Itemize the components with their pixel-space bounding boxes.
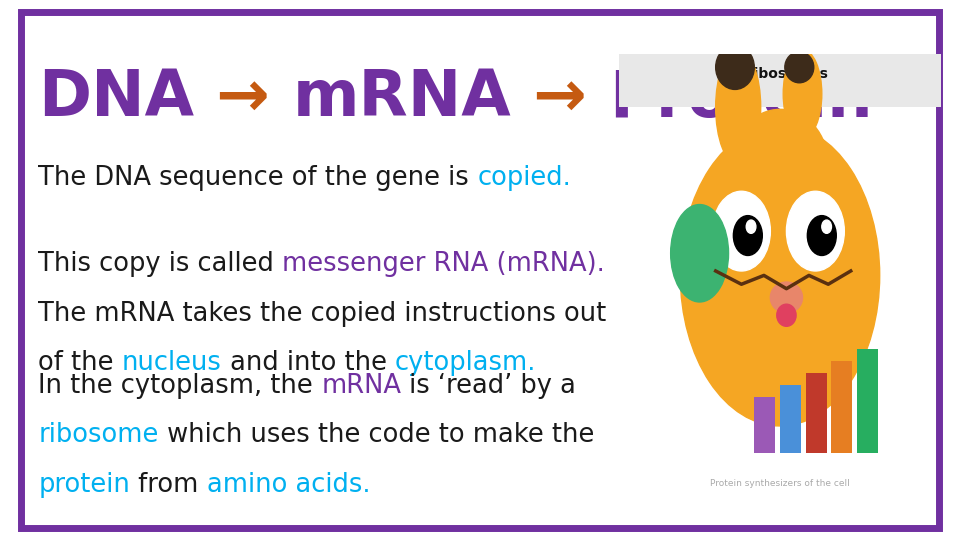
Text: The mRNA takes the copied instructions out: The mRNA takes the copied instructions o… [38,301,607,327]
Text: cytoplasm.: cytoplasm. [395,350,537,376]
Text: of the: of the [38,350,122,376]
Text: from: from [131,472,206,498]
Ellipse shape [681,125,879,426]
Text: The DNA sequence of the gene is: The DNA sequence of the gene is [38,165,477,191]
Text: mRNA: mRNA [645,434,678,444]
Text: copied.: copied. [477,165,571,191]
Text: and into the: and into the [222,350,395,376]
Ellipse shape [785,52,814,83]
Text: ribosome: ribosome [38,422,158,448]
Text: which uses the code to make the: which uses the code to make the [158,422,594,448]
Circle shape [712,191,770,271]
Bar [831,361,852,453]
Text: is ‘read’ by a: is ‘read’ by a [401,373,576,399]
Text: protein: protein [38,472,131,498]
Circle shape [733,215,762,255]
Circle shape [822,220,831,233]
Circle shape [746,220,756,233]
Ellipse shape [777,304,796,326]
Text: messenger RNA (mRNA).: messenger RNA (mRNA). [282,251,605,277]
Ellipse shape [671,205,729,302]
Ellipse shape [783,50,822,138]
Text: In the cytoplasm, the: In the cytoplasm, the [38,373,322,399]
Circle shape [807,215,836,255]
Bar [755,397,775,453]
Text: nucleus: nucleus [122,350,222,376]
Ellipse shape [716,50,760,165]
Text: mRNA: mRNA [322,373,401,399]
Text: →: → [194,68,293,130]
Bar [857,349,878,453]
Bar [805,373,827,453]
Text: amino acids.: amino acids. [206,472,371,498]
Text: Ribosomes: Ribosomes [744,68,828,82]
Text: DNA: DNA [38,68,194,130]
Ellipse shape [770,282,803,313]
Text: →: → [511,68,609,130]
Circle shape [786,191,845,271]
Text: Protein: Protein [609,68,873,130]
Bar [780,385,801,453]
Text: mRNA: mRNA [293,68,511,130]
Bar [619,54,941,107]
Text: This copy is called: This copy is called [38,251,282,277]
Ellipse shape [716,45,755,90]
Ellipse shape [732,109,828,220]
Text: Protein synthesizers of the cell: Protein synthesizers of the cell [710,479,850,488]
